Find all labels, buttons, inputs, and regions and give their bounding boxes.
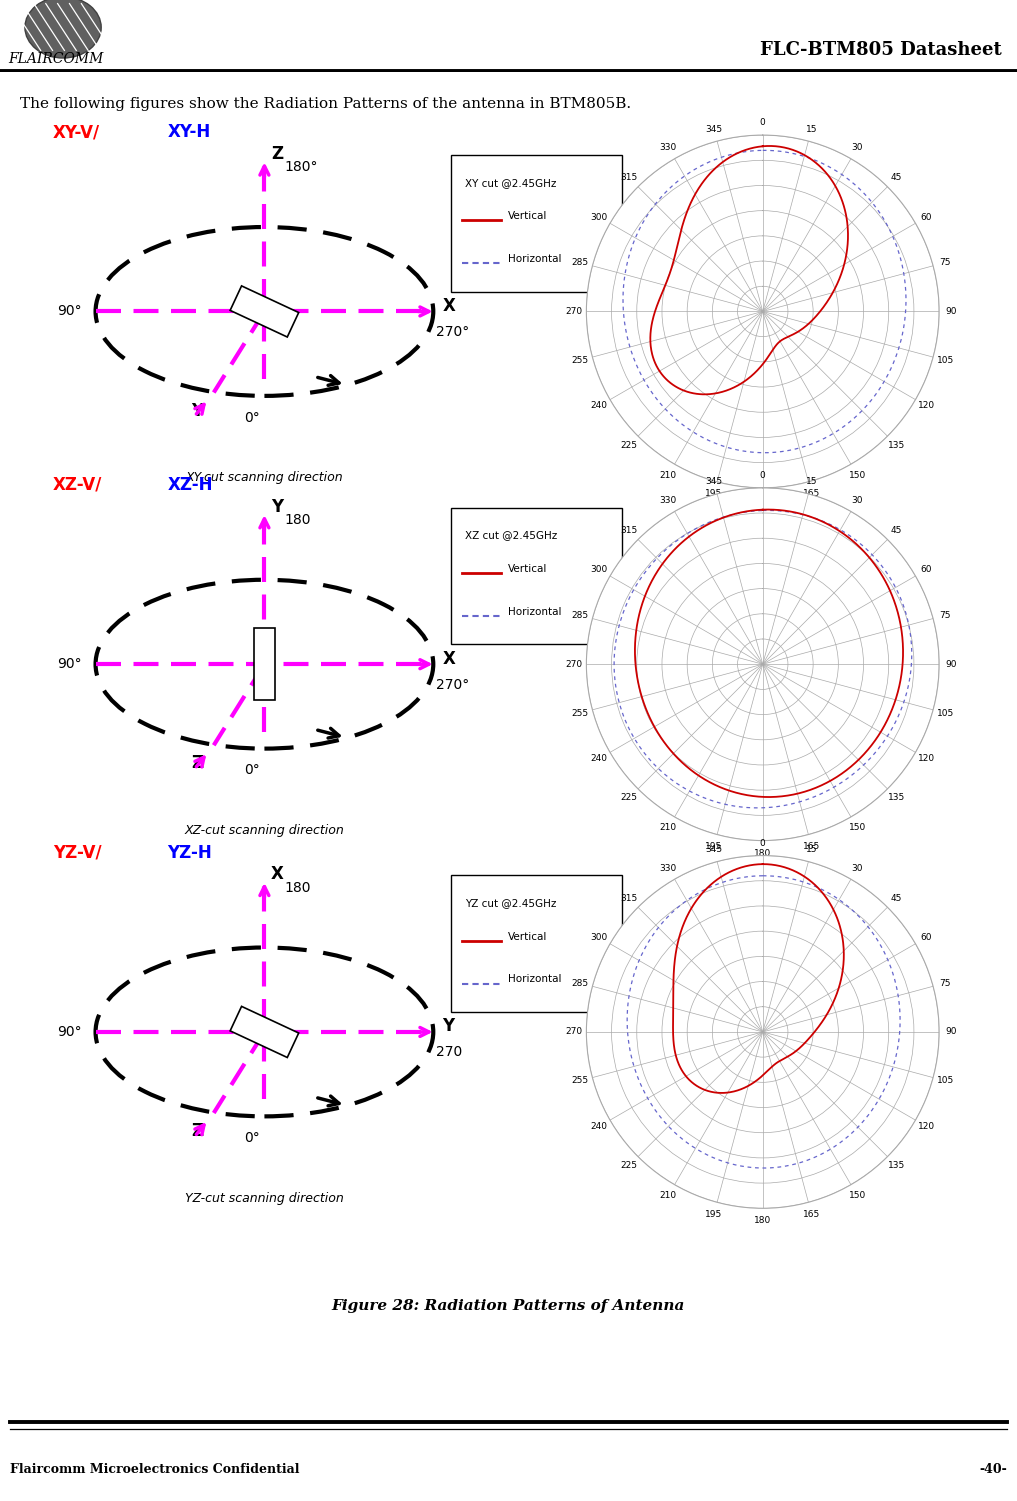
Text: YZ-H: YZ-H xyxy=(168,844,213,862)
Text: 180: 180 xyxy=(285,881,311,895)
Polygon shape xyxy=(230,285,299,338)
Text: 0°: 0° xyxy=(244,410,260,425)
Text: Z: Z xyxy=(191,755,203,772)
Ellipse shape xyxy=(25,0,101,59)
Text: Figure 28: Radiation Patterns of Antenna: Figure 28: Radiation Patterns of Antenna xyxy=(332,1298,685,1313)
Text: X: X xyxy=(442,650,456,668)
Text: XY-cut scanning direction: XY-cut scanning direction xyxy=(186,471,343,485)
FancyBboxPatch shape xyxy=(452,507,622,644)
Text: XZ-cut scanning direction: XZ-cut scanning direction xyxy=(184,824,345,838)
Text: -40-: -40- xyxy=(979,1463,1007,1475)
Text: FLC-BTM805 Datasheet: FLC-BTM805 Datasheet xyxy=(760,41,1002,59)
Text: 270°: 270° xyxy=(435,677,469,692)
Text: Vertical: Vertical xyxy=(508,932,547,941)
Text: Vertical: Vertical xyxy=(508,564,547,573)
Text: Horizontal: Horizontal xyxy=(508,606,561,617)
Text: 90°: 90° xyxy=(57,657,82,671)
Text: Flaircomm Microelectronics Confidential: Flaircomm Microelectronics Confidential xyxy=(10,1463,300,1475)
Text: Y: Y xyxy=(191,402,203,419)
Text: Vertical: Vertical xyxy=(508,212,547,221)
Text: Horizontal: Horizontal xyxy=(508,254,561,264)
Text: Horizontal: Horizontal xyxy=(508,974,561,985)
Polygon shape xyxy=(254,627,275,699)
Text: YZ cut @2.45GHz: YZ cut @2.45GHz xyxy=(466,898,556,908)
Text: XY-V/: XY-V/ xyxy=(53,123,100,141)
Text: Y: Y xyxy=(272,498,284,515)
Text: X: X xyxy=(442,297,456,315)
Text: Z: Z xyxy=(272,146,284,162)
Text: 270°: 270° xyxy=(435,326,469,339)
Text: XZ cut @2.45GHz: XZ cut @2.45GHz xyxy=(466,530,557,540)
Text: YZ-cut scanning direction: YZ-cut scanning direction xyxy=(185,1192,344,1205)
Text: X: X xyxy=(272,866,284,883)
Text: Y: Y xyxy=(442,1018,455,1036)
Text: YZ-V/: YZ-V/ xyxy=(53,844,102,862)
Polygon shape xyxy=(230,1006,299,1058)
FancyBboxPatch shape xyxy=(452,875,622,1012)
Text: 90°: 90° xyxy=(57,305,82,318)
Text: XZ-H: XZ-H xyxy=(168,476,214,494)
Text: XY-H: XY-H xyxy=(168,123,211,141)
Text: 270: 270 xyxy=(435,1045,462,1060)
Text: XZ-V/: XZ-V/ xyxy=(53,476,103,494)
Text: 180: 180 xyxy=(285,513,311,527)
Text: 0°: 0° xyxy=(244,1132,260,1145)
Text: Z: Z xyxy=(191,1123,203,1139)
Text: 90°: 90° xyxy=(57,1025,82,1039)
FancyBboxPatch shape xyxy=(452,155,622,291)
Text: FLAIRCOMM: FLAIRCOMM xyxy=(8,53,104,66)
Text: XY cut @2.45GHz: XY cut @2.45GHz xyxy=(466,177,556,188)
Text: 0°: 0° xyxy=(244,763,260,778)
Text: 180°: 180° xyxy=(285,161,318,174)
Text: The following figures show the Radiation Patterns of the antenna in BTM805B.: The following figures show the Radiation… xyxy=(20,96,632,111)
